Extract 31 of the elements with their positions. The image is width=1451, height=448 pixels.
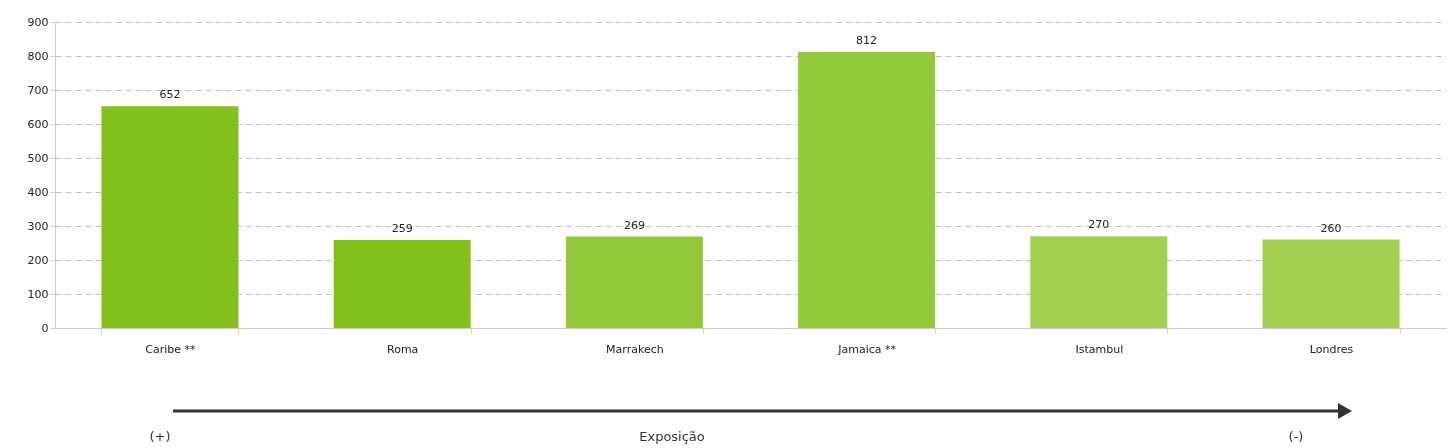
- y-tick-label: 900: [27, 15, 49, 29]
- y-tick-label: 700: [27, 83, 49, 97]
- x-tick-label: Istambul: [1075, 342, 1124, 356]
- data-label: 259: [391, 221, 413, 235]
- text: (+): [149, 429, 171, 444]
- data-label: 652: [159, 88, 181, 102]
- y-tick-label: 300: [27, 219, 49, 233]
- text: Exposição: [639, 429, 705, 444]
- bar: [798, 51, 936, 328]
- bar: [101, 106, 239, 328]
- x-tick-label: Roma: [387, 342, 419, 356]
- y-tick-label: 0: [41, 321, 49, 335]
- text: (-): [1288, 429, 1304, 444]
- x-tick-label: Marrakech: [606, 342, 664, 356]
- bar: [1262, 239, 1400, 328]
- data-label: 269: [623, 218, 645, 232]
- bar: [1030, 236, 1168, 328]
- y-tick-label: 200: [27, 253, 49, 267]
- bar: [565, 236, 703, 328]
- bar: [333, 239, 471, 328]
- data-label: 270: [1088, 218, 1110, 232]
- data-label: 260: [1320, 221, 1342, 235]
- y-tick-label: 800: [27, 49, 49, 63]
- data-label: 812: [856, 33, 878, 47]
- x-tick-label: Caribe **: [145, 342, 197, 356]
- y-tick-label: 600: [27, 117, 49, 131]
- x-tick-label: Jamaica **: [837, 342, 897, 356]
- y-tick-label: 500: [27, 151, 49, 165]
- y-tick-label: 100: [27, 287, 49, 301]
- x-tick-label: Londres: [1309, 342, 1354, 356]
- y-tick-label: 400: [27, 185, 49, 199]
